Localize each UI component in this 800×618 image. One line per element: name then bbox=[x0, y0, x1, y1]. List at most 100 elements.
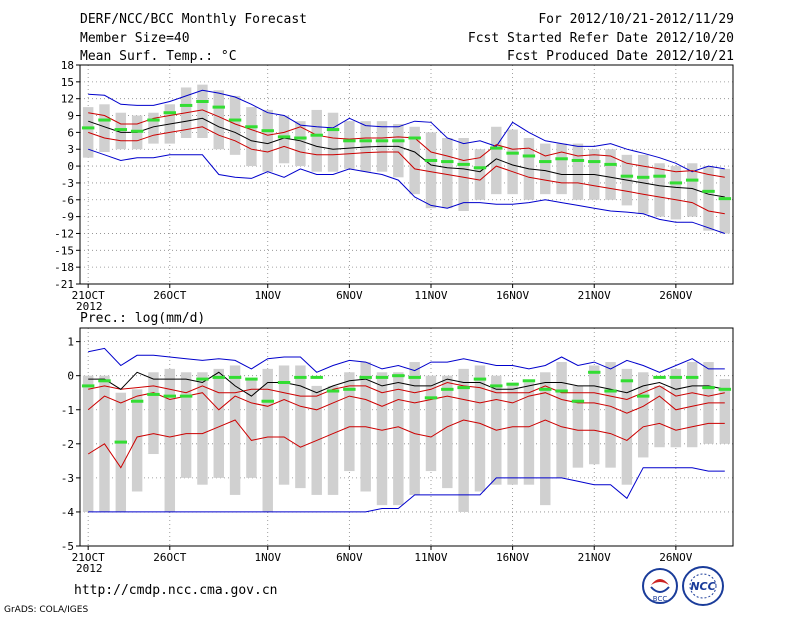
temp-green-marker bbox=[343, 139, 356, 143]
temp-member-range-box bbox=[360, 121, 371, 172]
temp-mean-line bbox=[88, 117, 725, 198]
prec-member-range-box bbox=[540, 372, 551, 506]
prec-ytick-label: -5 bbox=[61, 540, 74, 553]
prec-member-range-box bbox=[246, 379, 257, 478]
temp-member-range-box bbox=[425, 132, 437, 209]
prec-green-marker bbox=[506, 382, 519, 386]
prec-spread-high-line bbox=[88, 381, 725, 401]
prec-member-range-box bbox=[148, 372, 159, 455]
temp-green-marker bbox=[539, 160, 552, 164]
temp-green-marker bbox=[685, 178, 699, 182]
temp-member-range-box bbox=[295, 121, 306, 167]
prec-member-range-box bbox=[637, 372, 649, 458]
prec-green-marker bbox=[669, 375, 683, 379]
prec-member-range-box bbox=[213, 368, 224, 478]
prec-green-marker bbox=[245, 377, 258, 381]
temp-member-range-box bbox=[393, 123, 404, 178]
temp-green-marker bbox=[490, 146, 503, 150]
prec-member-range-box bbox=[82, 375, 94, 512]
temp-member-range-box bbox=[556, 143, 567, 195]
temp-green-marker bbox=[114, 128, 128, 132]
temp-ytick-label: -6 bbox=[61, 194, 74, 207]
prec-max-line bbox=[88, 347, 725, 373]
temp-green-marker bbox=[310, 133, 323, 137]
temp-member-range-box bbox=[703, 166, 714, 231]
temp-green-marker bbox=[147, 118, 160, 122]
bcc-logo-text: BCC bbox=[653, 595, 668, 603]
temp-green-marker bbox=[441, 160, 454, 164]
temp-green-marker bbox=[179, 103, 193, 107]
temp-ytick-label: 9 bbox=[67, 110, 74, 123]
temp-member-range-box bbox=[262, 109, 273, 172]
temp-member-range-box bbox=[311, 109, 322, 172]
temp-green-marker bbox=[98, 118, 111, 122]
prec-member-range-box bbox=[393, 372, 404, 506]
prec-member-range-box bbox=[556, 362, 567, 478]
temp-green-marker bbox=[326, 128, 340, 132]
prec-green-marker bbox=[539, 387, 552, 391]
prec-member-range-box bbox=[605, 362, 616, 468]
prec-member-range-box bbox=[376, 372, 388, 506]
prec-green-marker bbox=[424, 396, 438, 400]
prec-green-marker bbox=[392, 374, 405, 378]
temp-green-marker bbox=[196, 100, 209, 103]
prec-ytick-label: -3 bbox=[61, 472, 74, 485]
prec-xtick-label: 16NOV bbox=[496, 551, 529, 564]
prec-member-range-box bbox=[262, 368, 273, 512]
prec-green-marker bbox=[326, 389, 340, 393]
temp-green-marker bbox=[375, 139, 389, 143]
temp-member-range-box bbox=[458, 138, 469, 211]
temp-spread-high-line bbox=[88, 109, 725, 178]
prec-green-marker bbox=[343, 387, 356, 391]
prec-green-marker bbox=[588, 370, 601, 374]
temp-member-range-box bbox=[148, 112, 159, 144]
prec-xtick-label: 26NOV bbox=[659, 551, 692, 564]
prec-green-marker bbox=[228, 375, 242, 379]
temp-green-marker bbox=[424, 158, 438, 162]
temp-xtick-label: 21OCT bbox=[72, 289, 105, 302]
prec-member-range-box bbox=[719, 379, 731, 444]
temp-ytick-label: -9 bbox=[61, 211, 74, 224]
prec-xtick-label: 6NOV bbox=[336, 551, 363, 564]
temp-green-marker bbox=[81, 126, 95, 130]
prec-green-marker bbox=[310, 375, 323, 379]
temp-green-marker bbox=[277, 135, 291, 139]
prec-green-marker bbox=[277, 381, 291, 384]
temp-member-range-box bbox=[344, 121, 355, 169]
prec-green-marker bbox=[685, 375, 699, 379]
temp-member-range-box bbox=[670, 166, 682, 220]
prec-green-marker bbox=[114, 440, 128, 444]
prec-green-marker bbox=[196, 377, 209, 381]
temp-ytick-label: 6 bbox=[67, 126, 74, 139]
prec-spread-low2-line bbox=[87, 419, 725, 469]
prec-ytick-label: -1 bbox=[61, 404, 74, 417]
temp-ytick-label: 15 bbox=[61, 76, 74, 89]
temp-green-marker bbox=[228, 118, 242, 122]
temp-green-marker bbox=[359, 139, 372, 143]
temp-green-marker bbox=[130, 129, 144, 133]
temp-member-range-box bbox=[442, 138, 453, 209]
temp-green-marker bbox=[522, 154, 536, 158]
prec-member-range-box bbox=[197, 372, 208, 485]
temp-member-range-box bbox=[197, 84, 208, 138]
temp-green-marker bbox=[506, 151, 519, 155]
prec-green-marker bbox=[718, 387, 732, 391]
temp-green-marker bbox=[392, 139, 405, 143]
footer-url[interactable]: http://cmdp.ncc.cma.gov.cn bbox=[74, 583, 278, 598]
temp-member-range-box bbox=[99, 104, 110, 153]
variable-label: Mean Surf. Temp.: °C bbox=[80, 49, 237, 64]
temp-ytick-label: -18 bbox=[54, 261, 74, 274]
temp-green-marker bbox=[473, 166, 487, 170]
temp-member-range-box bbox=[246, 107, 257, 167]
prec-green-marker bbox=[81, 384, 95, 388]
prec-member-range-box bbox=[523, 382, 535, 485]
prec-green-marker bbox=[359, 375, 372, 379]
prec-member-range-box bbox=[589, 365, 600, 465]
prec-green-marker bbox=[179, 394, 193, 398]
prec-member-range-box bbox=[572, 385, 584, 468]
prec-green-marker bbox=[653, 375, 666, 379]
temp-green-marker bbox=[637, 175, 650, 179]
prec-member-range-box bbox=[621, 368, 633, 485]
temp-xtick-label: 11NOV bbox=[414, 289, 447, 302]
